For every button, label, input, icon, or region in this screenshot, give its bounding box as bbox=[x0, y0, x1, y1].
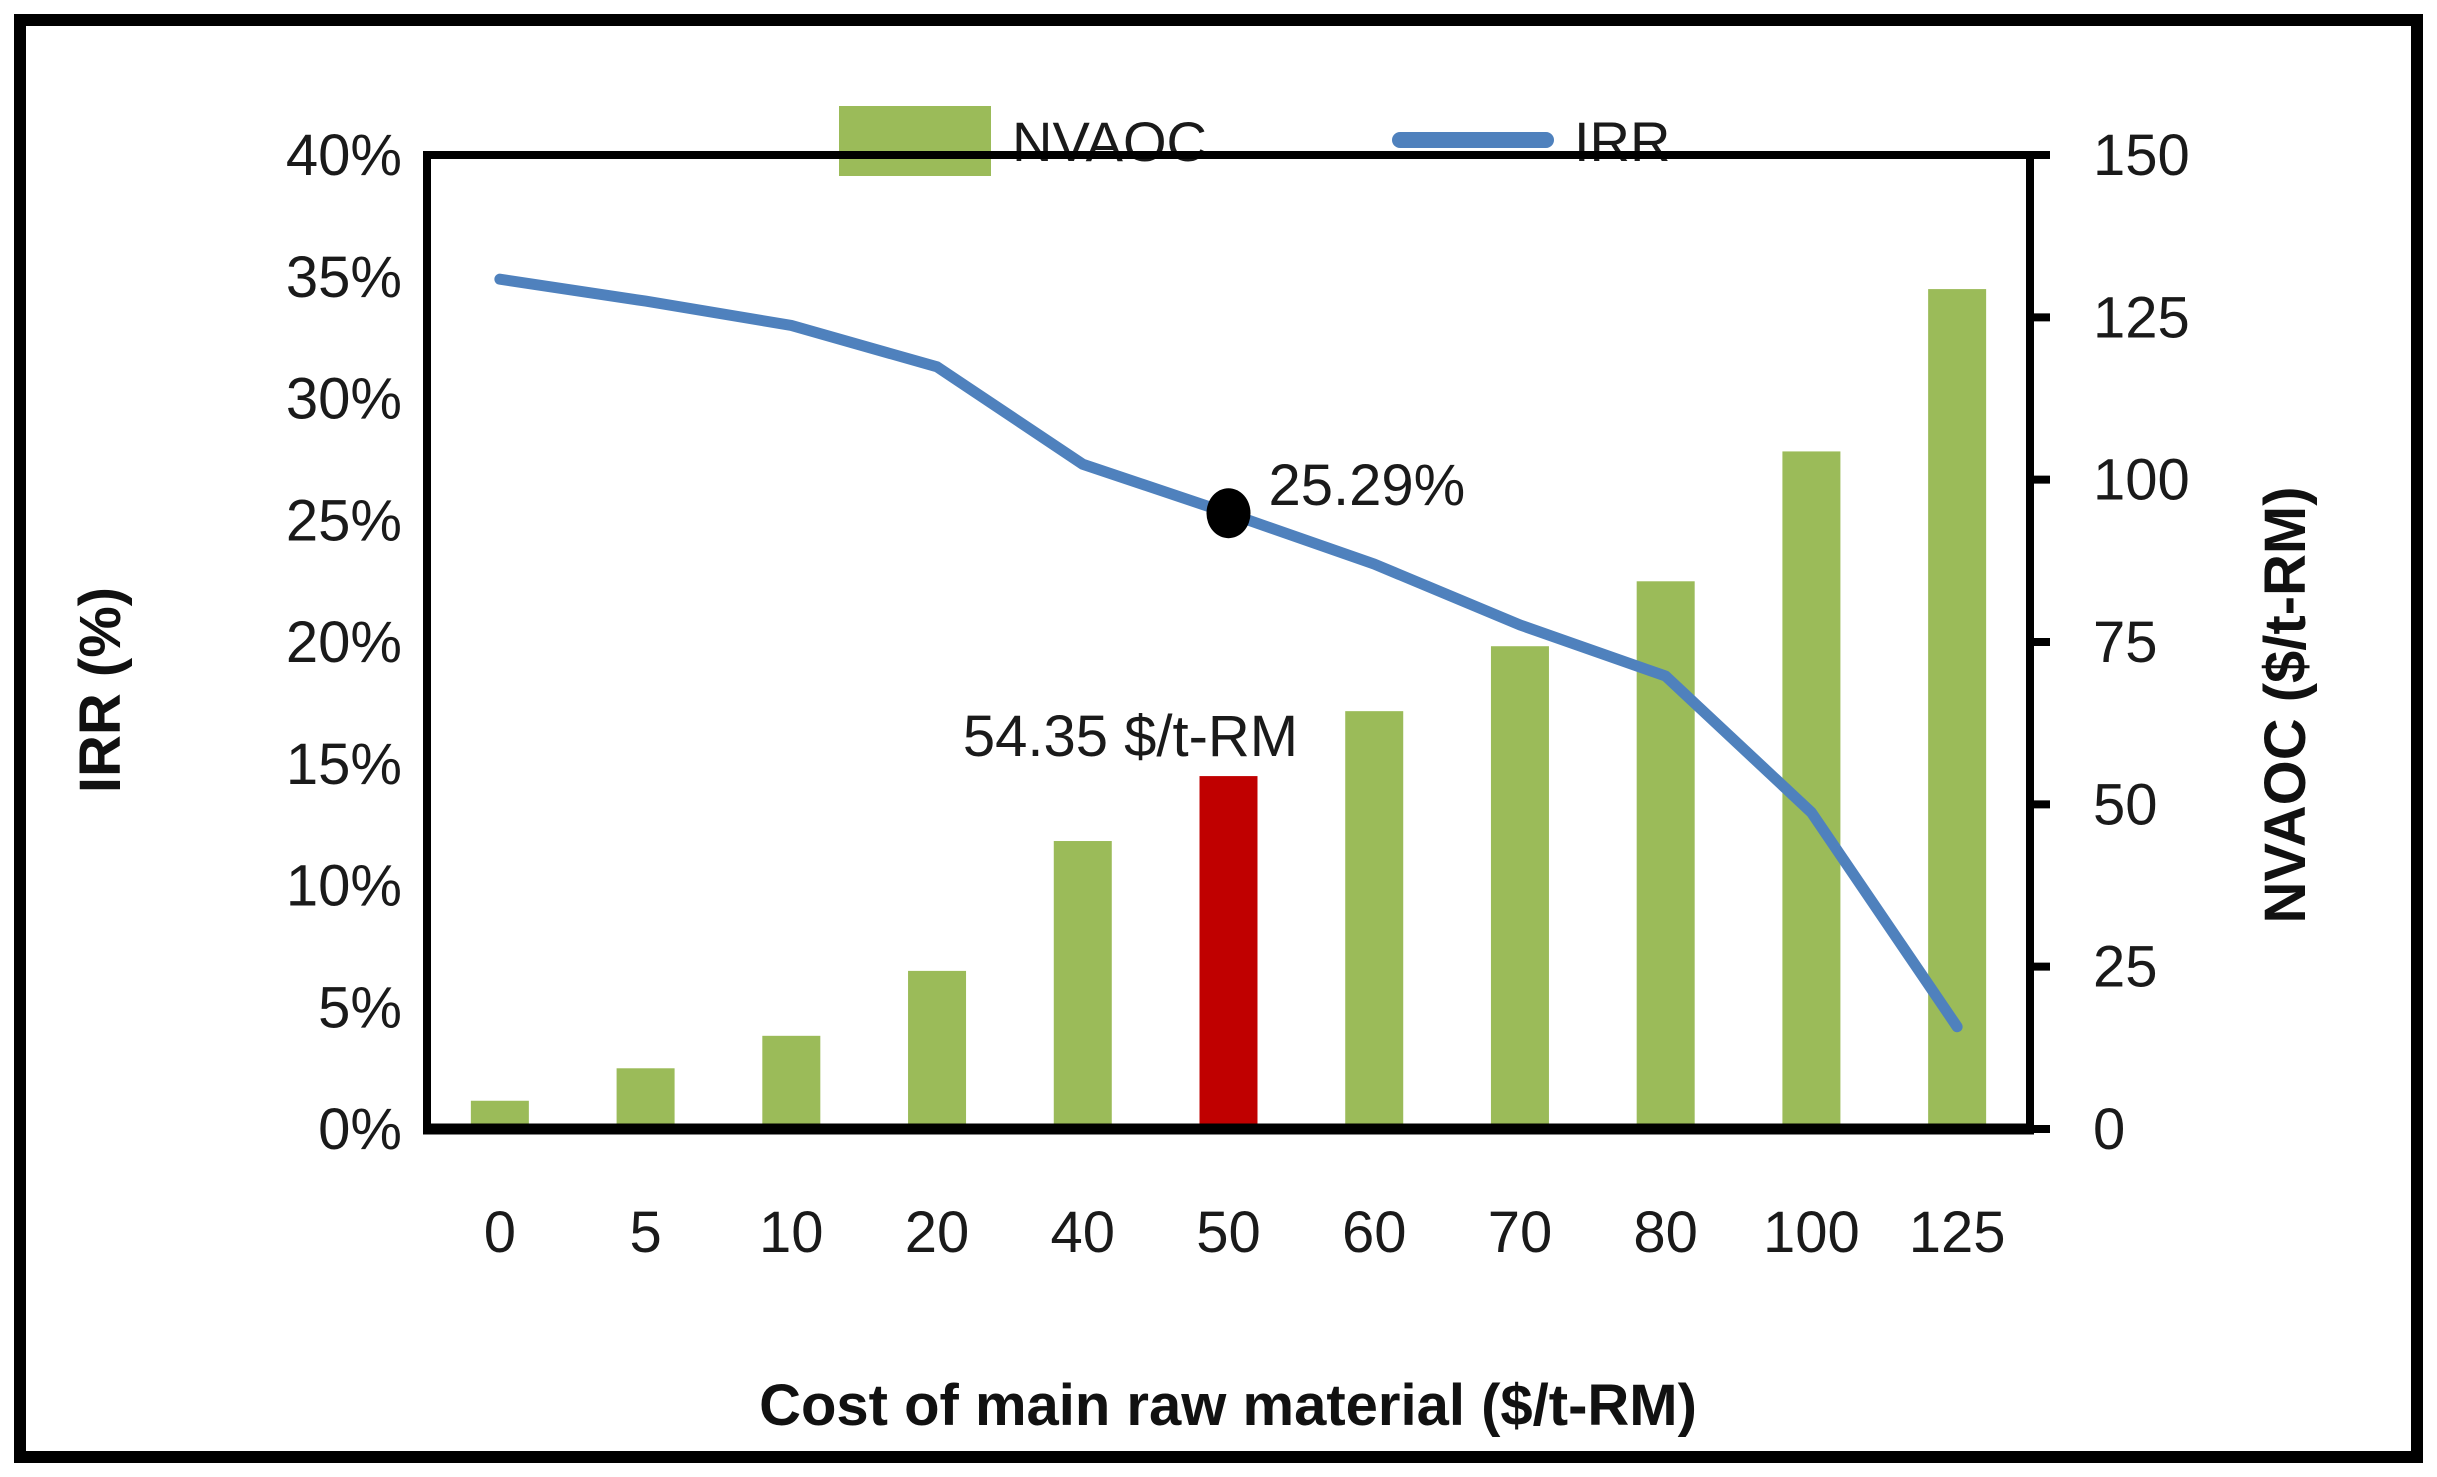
right-axis-title: NVAOC ($/t-RM) bbox=[2253, 486, 2318, 923]
bar-10 bbox=[762, 1035, 821, 1129]
x-axis-label-125: 125 bbox=[1909, 1200, 2006, 1265]
bar-40 bbox=[1053, 841, 1112, 1129]
right-axis-label-50: 50 bbox=[2093, 772, 2158, 837]
right-axis-label-100: 100 bbox=[2093, 448, 2190, 513]
right-axis-label-75: 75 bbox=[2093, 610, 2158, 675]
nvaoc-bar-label: 54.35 $/t-RM bbox=[963, 704, 1298, 769]
left-axis-title: IRR (%) bbox=[68, 587, 133, 793]
right-axis-label-0: 0 bbox=[2093, 1097, 2125, 1162]
x-axis-label-70: 70 bbox=[1488, 1200, 1553, 1265]
right-axis-label-125: 125 bbox=[2093, 285, 2190, 350]
x-axis-label-100: 100 bbox=[1763, 1200, 1860, 1265]
bar-60 bbox=[1345, 711, 1404, 1129]
legend-label-irr: IRR bbox=[1574, 110, 1670, 173]
x-axis-label-5: 5 bbox=[629, 1200, 661, 1265]
x-axis-label-60: 60 bbox=[1342, 1200, 1407, 1265]
legend-swatch-nvaoc bbox=[839, 106, 991, 176]
left-axis-label-35: 35% bbox=[286, 245, 402, 310]
x-axis-label-20: 20 bbox=[905, 1200, 970, 1265]
legend-line-irr bbox=[1392, 132, 1554, 148]
irr-point-marker bbox=[1206, 488, 1251, 539]
x-axis-label-10: 10 bbox=[759, 1200, 824, 1265]
left-axis-label-40: 40% bbox=[286, 123, 402, 188]
left-axis-label-5: 5% bbox=[318, 975, 402, 1040]
right-axis-label-150: 150 bbox=[2093, 123, 2190, 188]
irr-point-label: 25.29% bbox=[1269, 453, 1466, 518]
left-axis-label-0: 0% bbox=[318, 1097, 402, 1162]
legend-label-nvaoc: NVAOC bbox=[1012, 110, 1207, 173]
left-axis-label-20: 20% bbox=[286, 610, 402, 675]
x-axis-label-0: 0 bbox=[484, 1200, 516, 1265]
left-axis-label-25: 25% bbox=[286, 488, 402, 553]
x-axis-label-40: 40 bbox=[1051, 1200, 1116, 1265]
bar-50-highlighted bbox=[1199, 776, 1258, 1129]
left-axis-label-15: 15% bbox=[286, 732, 402, 797]
legend: NVAOC IRR bbox=[839, 106, 1670, 176]
x-axis-label-50: 50 bbox=[1196, 1200, 1261, 1265]
bar-20 bbox=[908, 970, 967, 1129]
x-axis-label-80: 80 bbox=[1633, 1200, 1698, 1265]
left-axis-label-30: 30% bbox=[286, 367, 402, 432]
bar-5 bbox=[616, 1068, 675, 1129]
figure-border bbox=[14, 14, 2423, 1463]
plot-area: 02550751001251500%5%10%15%20%25%30%35%40… bbox=[286, 123, 2190, 1265]
bar-70 bbox=[1490, 646, 1549, 1129]
x-axis-title: Cost of main raw material ($/t-RM) bbox=[759, 1373, 1697, 1438]
right-axis-label-25: 25 bbox=[2093, 935, 2158, 1000]
left-axis-label-10: 10% bbox=[286, 854, 402, 919]
